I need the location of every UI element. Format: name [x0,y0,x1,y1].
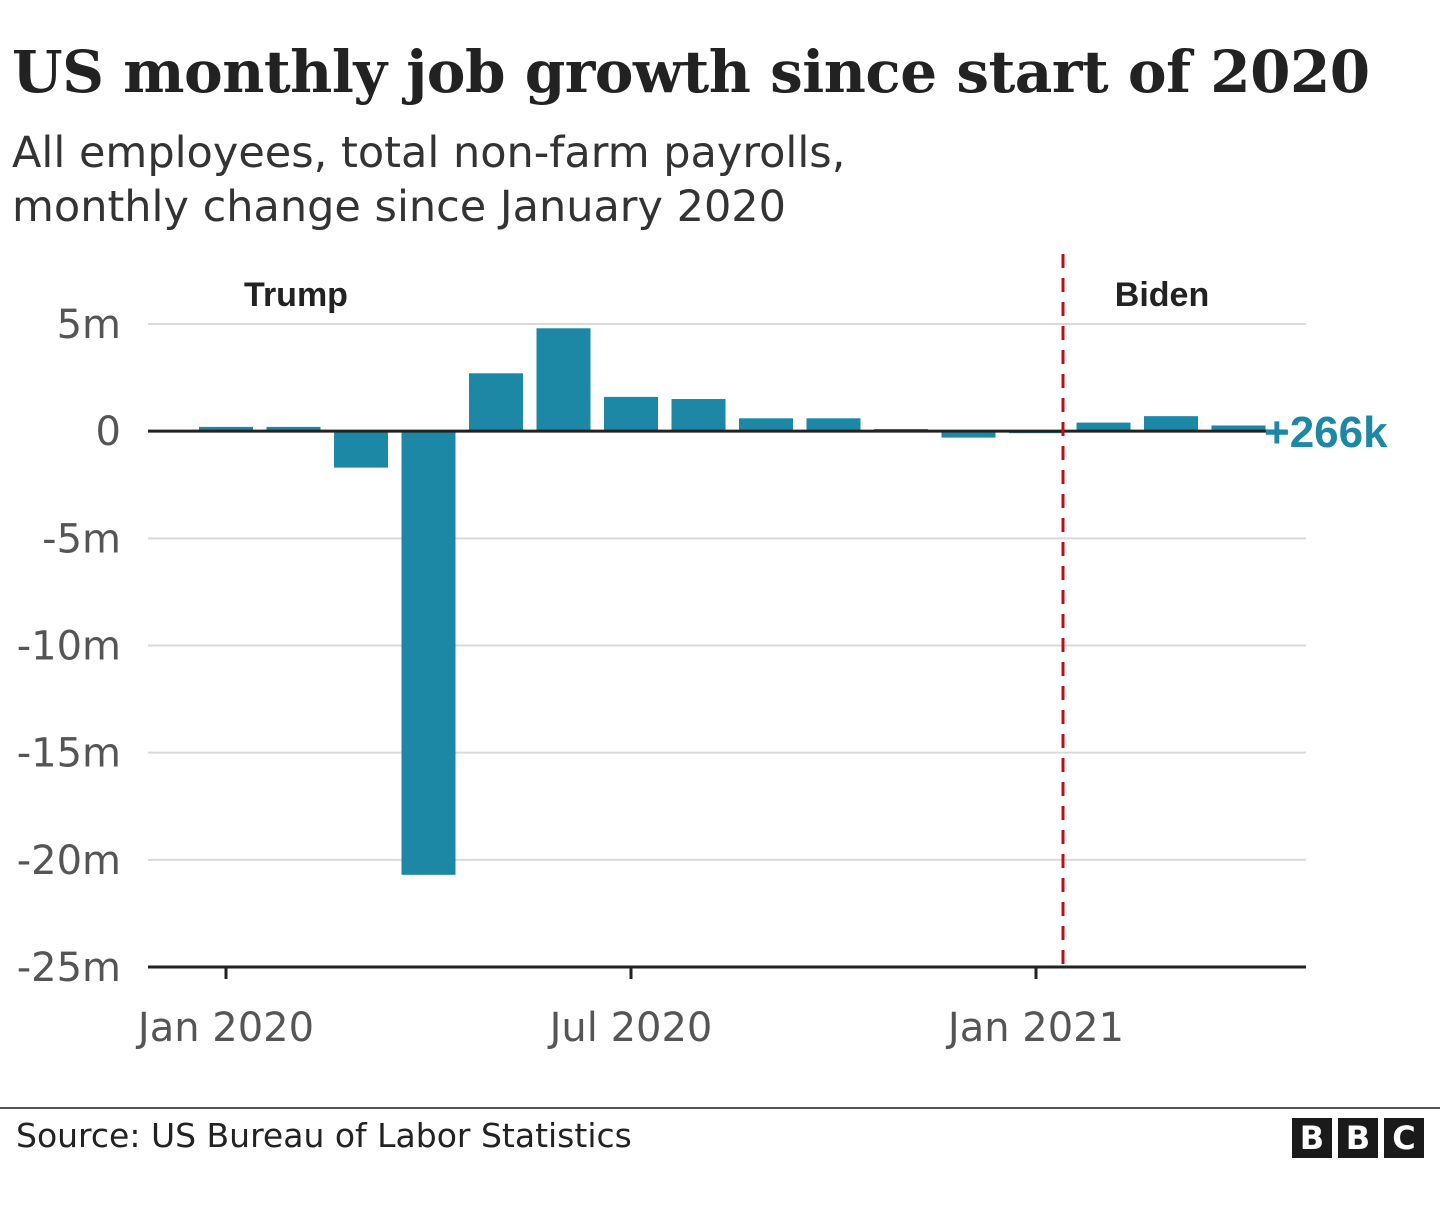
bbc-logo-letter: B [1292,1118,1332,1158]
annotations: Trump Biden +266k [244,254,1388,967]
bar [266,426,321,432]
bar [1211,425,1266,432]
footer-divider [0,1107,1440,1109]
bbc-logo-letter: B [1338,1118,1378,1158]
bar [941,431,996,438]
bar [536,328,591,432]
bar [739,418,793,432]
y-axis-labels: 5m 0 -5m -10m -15m -20m -25m [17,302,121,991]
bar [401,431,456,875]
y-tick-label: -15m [17,731,121,777]
bars [199,328,1266,875]
bar [199,426,253,432]
y-tick-label: 5m [57,302,121,348]
grid-lines [148,323,1306,861]
bar [671,399,726,432]
bar [1144,416,1198,432]
source-note: Source: US Bureau of Labor Statistics [16,1116,632,1155]
y-tick-label: -20m [17,838,121,884]
y-tick-label: 0 [96,409,121,455]
x-tick-label: Jul 2020 [547,1005,713,1051]
chart-subtitle-line-2: monthly change since January 2020 [12,182,787,232]
y-tick-label: -5m [42,516,121,562]
last-value-label: +266k [1264,408,1388,457]
bar-chart: 5m0-5m-10m-15m-20m-25m Jan 2020 Jul 2020 J… [17,254,1388,1051]
bar [1076,422,1131,432]
chart-subtitle-line-1: All employees, total non-farm payrolls, [12,128,846,178]
bar [334,431,388,468]
bar [604,396,658,432]
y-tick-label: -10m [17,624,121,670]
y-tick-label: -25m [17,945,121,991]
biden-label: Biden [1115,276,1209,314]
axes [148,429,1306,979]
bar [469,373,523,432]
x-tick-label: Jan 2020 [135,1005,314,1051]
bar [806,418,861,432]
bbc-logo: B B C [1292,1118,1424,1158]
x-tick-label: Jan 2021 [945,1005,1124,1051]
x-axis-labels: Jan 2020 Jul 2020 Jan 2021 [135,1005,1124,1051]
bbc-logo-letter: C [1384,1118,1424,1158]
chart-title: US monthly job growth since start of 202… [12,38,1370,106]
trump-label: Trump [244,276,348,314]
